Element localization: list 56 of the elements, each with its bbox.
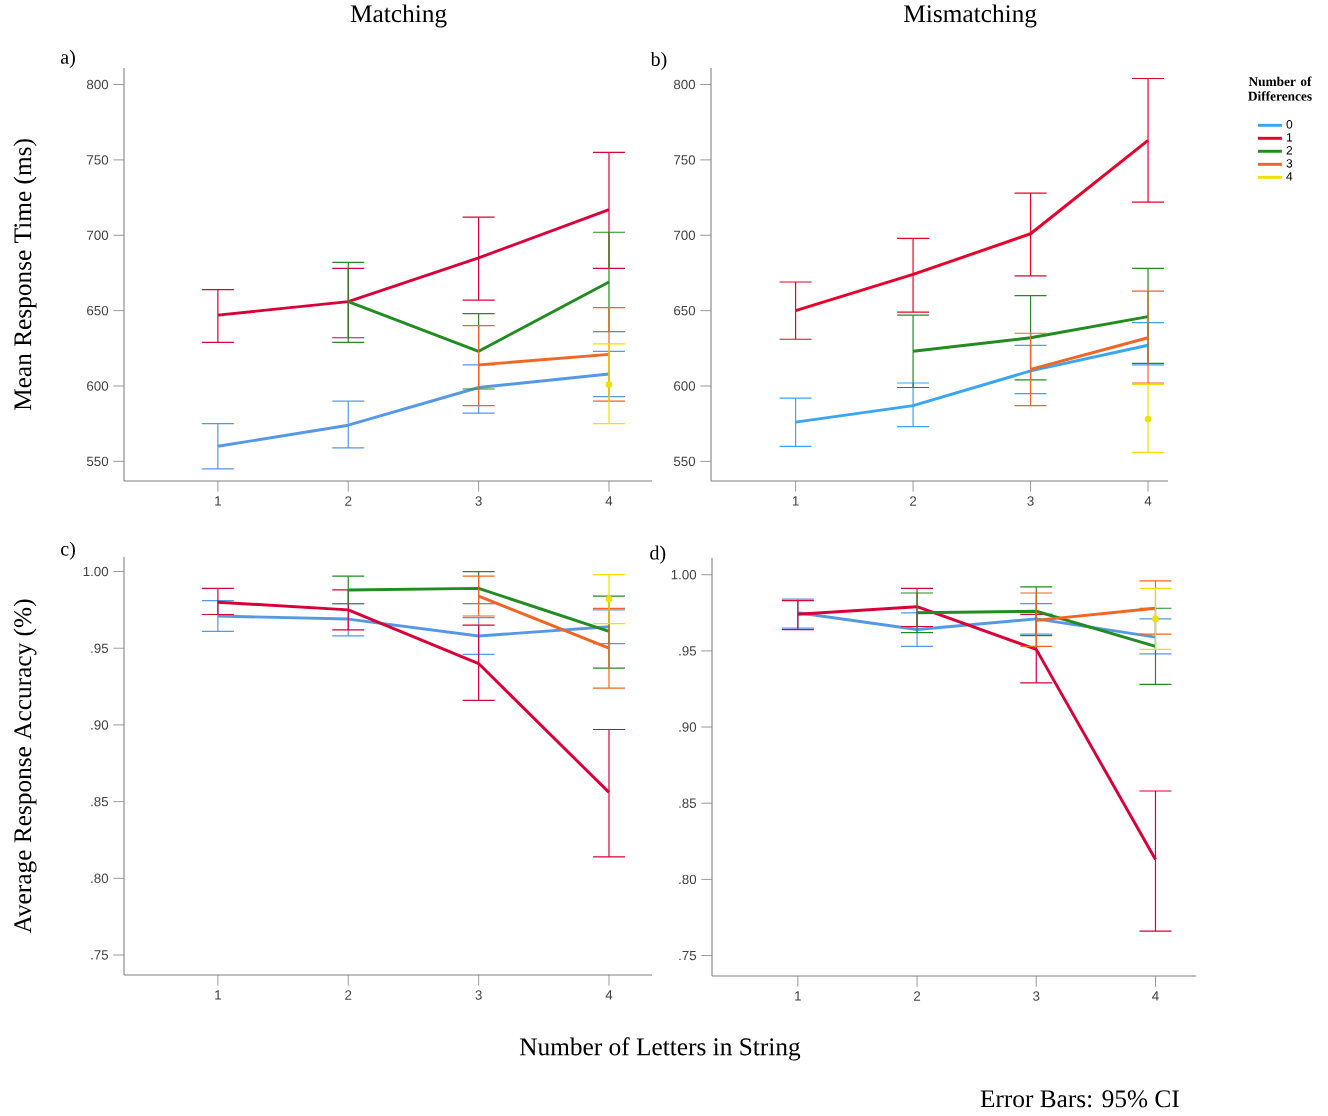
legend-label: 1 [1286,133,1293,142]
y-tick-label: 1.00 [83,566,109,577]
y-tick-label: .85 [679,798,697,808]
y-tick-label: 700 [87,230,109,240]
y-tick-label: .90 [91,720,109,730]
x-tick-label: 4 [1144,496,1152,506]
legend-label: 0 [1286,120,1293,129]
chart-title: Matching [350,4,447,28]
legend-label: 2 [1286,146,1293,155]
x-tick-label: 4 [605,496,613,506]
legend-title: Number of Differences [1248,76,1312,101]
x-tick-label: 3 [1033,991,1040,1001]
x-tick-label: 3 [475,496,482,506]
text: Error Bars: 95% CI [980,1090,1179,1108]
annotation: b) [650,51,667,71]
y-tick-label: 750 [674,155,696,165]
y-tick-label: .75 [679,950,697,961]
x-tick-label: 4 [605,990,613,1000]
x-tick-label: 3 [1027,496,1034,506]
y-tick-label: 1.00 [671,570,697,580]
legend-label: 3 [1286,159,1293,168]
y-tick-label: .95 [91,643,109,653]
y-tick-label: 700 [674,230,696,240]
x-tick-label: 3 [475,990,482,1000]
x-axis-title: Number of Letters in String [519,1037,801,1061]
x-tick-label: 1 [215,496,221,506]
y-tick-label: 550 [673,456,696,467]
x-tick-label: 1 [795,991,801,1001]
y-tick-label: .80 [91,873,109,884]
y-tick-label: .90 [679,722,697,732]
x-tick-label: 4 [1152,991,1159,1001]
text: a) [60,49,75,68]
chart-title: Mismatching [904,4,1037,28]
y-tick-label: 800 [86,79,109,90]
y-tick-label: 550 [86,456,109,467]
legend-label: 4 [1286,172,1293,181]
y-tick-label: 600 [87,381,109,391]
y-tick-label: 650 [674,305,696,316]
x-tick-label: 2 [345,990,352,1000]
y-tick-label: .85 [91,796,109,807]
y-tick-label: .80 [679,874,697,885]
y-tick-label: 650 [87,305,109,316]
x-tick-label: 1 [215,990,221,1000]
y-tick-label: 600 [674,381,696,391]
y-tick-label: 750 [87,155,109,165]
x-tick-label: 2 [914,991,921,1001]
y-axis-title: Average Response Accuracy (%) [13,599,37,934]
y-tick-label: .75 [91,950,109,960]
y-tick-label: 800 [673,79,696,90]
x-tick-label: 2 [345,496,352,506]
text: c) [61,541,75,560]
y-tick-label: .95 [679,646,697,656]
x-tick-label: 1 [792,496,799,506]
y-axis-title: Mean Response Time (ms) [13,139,37,411]
annotation: d) [650,545,666,564]
x-tick-label: 2 [910,496,917,506]
